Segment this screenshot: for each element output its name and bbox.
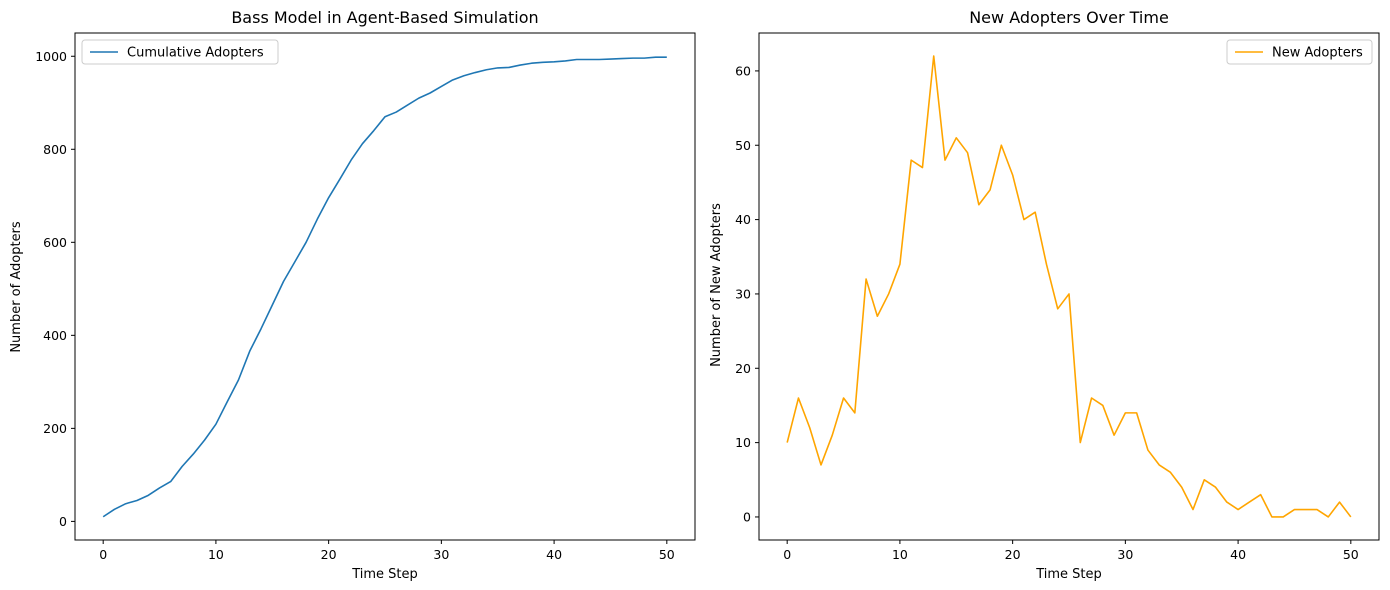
y-tick-label: 60: [735, 63, 751, 78]
x-tick-label: 0: [99, 547, 107, 562]
chart-title: Bass Model in Agent-Based Simulation: [231, 8, 538, 27]
y-tick-label: 800: [43, 142, 67, 157]
x-tick-label: 20: [1005, 547, 1021, 562]
x-tick-label: 50: [1343, 547, 1359, 562]
legend-label: Cumulative Adopters: [127, 46, 264, 61]
y-tick-label: 0: [743, 509, 751, 524]
y-axis-label: Number of New Adopters: [709, 203, 724, 367]
x-tick-label: 30: [433, 547, 449, 562]
y-tick-label: 0: [59, 514, 67, 529]
x-tick-label: 10: [208, 547, 224, 562]
chart-title: New Adopters Over Time: [969, 8, 1169, 27]
x-tick-label: 0: [783, 547, 791, 562]
y-axis-label: Number of Adopters: [9, 221, 24, 353]
axes-frame: [758, 32, 1380, 541]
y-tick-label: 400: [43, 328, 67, 343]
x-tick-label: 20: [321, 547, 337, 562]
y-tick-label: 20: [735, 361, 751, 376]
legend: Cumulative Adopters: [81, 39, 279, 65]
y-tick-label: 1000: [35, 49, 67, 64]
x-axis-label: Time Step: [1035, 567, 1102, 582]
x-tick-label: 10: [892, 547, 908, 562]
series-line: [786, 55, 1352, 518]
legend-label: New Adopters: [1272, 46, 1363, 61]
y-tick-label: 50: [735, 138, 751, 153]
y-tick-label: 10: [735, 435, 751, 450]
x-tick-label: 40: [1230, 547, 1246, 562]
x-axis-label: Time Step: [351, 567, 418, 582]
legend: New Adopters: [1226, 39, 1373, 65]
x-tick-label: 40: [546, 547, 562, 562]
y-tick-label: 200: [43, 421, 67, 436]
y-tick-label: 30: [735, 286, 751, 301]
axes-frame: [74, 32, 696, 541]
legend-box: [81, 39, 279, 65]
x-tick-label: 50: [659, 547, 675, 562]
x-tick-label: 30: [1117, 547, 1133, 562]
series-line: [102, 56, 667, 518]
y-tick-label: 600: [43, 235, 67, 250]
new-adopters-chart: New Adopters Over Time Time Step Number …: [709, 8, 1380, 582]
cumulative-adopters-chart: Bass Model in Agent-Based Simulation Tim…: [9, 8, 696, 582]
legend-box: [1226, 39, 1373, 65]
y-tick-label: 40: [735, 212, 751, 227]
